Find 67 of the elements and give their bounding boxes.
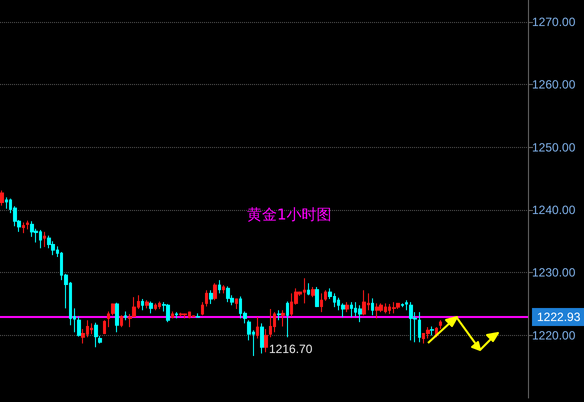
candlestick bbox=[277, 310, 281, 321]
candlestick bbox=[77, 316, 81, 338]
candlestick bbox=[315, 286, 319, 308]
candlestick bbox=[0, 190, 4, 206]
candlestick bbox=[158, 300, 161, 310]
candlestick bbox=[149, 300, 153, 314]
candlestick bbox=[281, 310, 285, 328]
candlestick bbox=[141, 298, 144, 311]
candlestick bbox=[350, 302, 353, 318]
candlestick bbox=[171, 311, 174, 319]
candlestick bbox=[175, 312, 178, 319]
candlestick bbox=[22, 222, 25, 234]
candlestick bbox=[103, 320, 106, 335]
candlestick bbox=[213, 282, 217, 301]
candlestick bbox=[260, 322, 264, 354]
candlestick bbox=[120, 314, 123, 328]
candlestick bbox=[154, 302, 157, 311]
candlestick bbox=[226, 286, 230, 303]
candlestick bbox=[324, 290, 327, 302]
candlestick bbox=[256, 316, 259, 339]
ref-line-label: 1222.93 bbox=[537, 310, 581, 324]
candlestick bbox=[179, 312, 183, 318]
annotation: 1216.70 bbox=[269, 342, 313, 356]
candlestick bbox=[196, 312, 200, 318]
candlestick bbox=[201, 302, 204, 316]
candlestick bbox=[124, 311, 127, 321]
y-tick-label: 1240.00 bbox=[532, 202, 576, 217]
candlestick bbox=[183, 312, 187, 319]
candlestick bbox=[401, 302, 404, 308]
candlestick bbox=[273, 312, 276, 333]
candlestick bbox=[371, 298, 374, 316]
candlestick bbox=[362, 290, 366, 316]
candlestick bbox=[358, 304, 362, 323]
candlestick bbox=[439, 320, 442, 330]
candlestick bbox=[222, 284, 225, 294]
candlestick bbox=[218, 280, 221, 294]
candlestick bbox=[392, 302, 396, 314]
candlestick bbox=[409, 302, 413, 341]
candlestick bbox=[345, 302, 349, 313]
y-tick-label: 1260.00 bbox=[532, 78, 576, 92]
candlestick bbox=[418, 312, 421, 343]
y-tick-label: 1220.00 bbox=[532, 328, 576, 342]
y-tick-label: 1270.00 bbox=[532, 14, 576, 29]
candlestick bbox=[205, 290, 208, 307]
candlestick bbox=[375, 302, 379, 319]
text: 黄金1小时图 bbox=[247, 206, 332, 224]
candlestick bbox=[5, 196, 8, 210]
candlestick bbox=[264, 328, 268, 353]
candlestick bbox=[26, 220, 29, 230]
candlestick bbox=[396, 302, 400, 310]
candlestick bbox=[269, 308, 272, 338]
candlestick bbox=[209, 290, 213, 304]
candlestick bbox=[320, 292, 323, 313]
candlestick bbox=[43, 231, 46, 248]
candlestick bbox=[311, 286, 315, 298]
candlestick bbox=[90, 322, 93, 335]
candlestick bbox=[94, 322, 98, 348]
y-tick-label: 1250.00 bbox=[532, 140, 576, 154]
candlestick bbox=[166, 303, 170, 323]
candlestick bbox=[430, 326, 434, 336]
candlestick bbox=[405, 300, 408, 311]
candlestick bbox=[286, 300, 289, 338]
candlestick bbox=[115, 302, 119, 333]
candlestick bbox=[307, 282, 310, 296]
candlestick bbox=[145, 300, 149, 309]
y-tick-label: 1230.00 bbox=[532, 266, 576, 280]
candlestick bbox=[235, 298, 238, 310]
